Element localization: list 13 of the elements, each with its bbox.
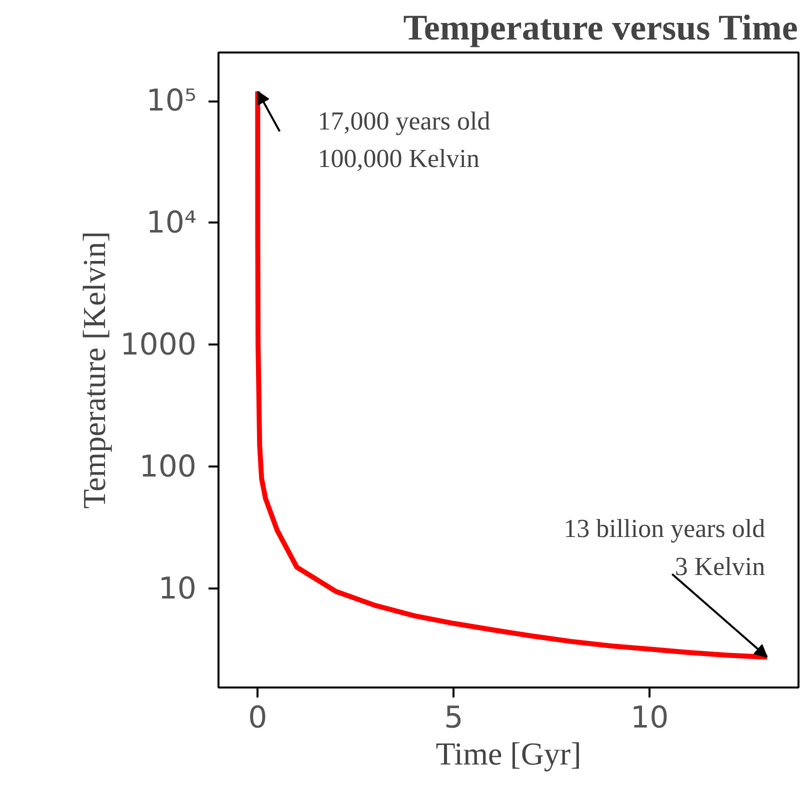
y-tick-label: 10⁵ [146,84,197,119]
annotation: 17,000 years old 100,000 Kelvin [318,106,490,174]
x-axis-title: Time [Gyr] [436,736,582,772]
y-tick-label: 10 [158,571,197,606]
chart-title: Temperature versus Time [403,8,798,48]
y-tick-label: 100 [139,449,197,484]
y-tick-label: 10⁴ [146,205,197,240]
annotation: 13 billion years old 3 Kelvin [564,514,766,581]
y-tick-label: 1000 [120,327,197,362]
y-axis-title: Temperature [Kelvin] [76,231,112,509]
x-tick-label: 10 [630,700,669,736]
x-tick-label: 0 [248,700,268,736]
x-tick-label: 5 [444,700,464,736]
